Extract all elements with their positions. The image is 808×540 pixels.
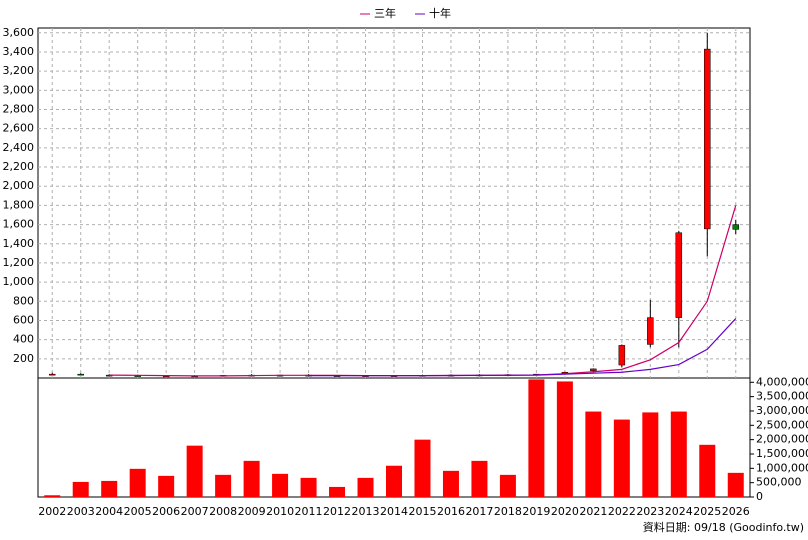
- candle-body: [590, 368, 597, 372]
- y-tick-label: 4,000,000: [756, 375, 808, 388]
- y-tick-label: 400: [13, 333, 34, 346]
- x-tick-label: 2015: [408, 505, 436, 518]
- y-tick-label: 1,000: [3, 275, 35, 288]
- legend-label: 三年: [374, 6, 396, 20]
- y-tick-label: 3,500,000: [756, 390, 808, 403]
- bar: [72, 481, 89, 497]
- y-tick-label: 1,800: [3, 198, 35, 211]
- x-tick-label: 2005: [124, 505, 152, 518]
- ma-line: [308, 318, 737, 377]
- x-tick-label: 2008: [209, 505, 237, 518]
- bar: [243, 460, 260, 497]
- x-tick-label: 2022: [608, 505, 636, 518]
- bar: [158, 475, 175, 497]
- x-tick-label: 2026: [722, 505, 750, 518]
- candle-body: [675, 232, 683, 318]
- bar: [329, 486, 346, 497]
- y-tick-label: 1,500,000: [756, 447, 808, 460]
- bar: [613, 419, 630, 497]
- legend-label: 十年: [429, 6, 451, 20]
- y-tick-label: 1,400: [3, 237, 35, 250]
- x-tick-label: 2024: [665, 505, 693, 518]
- bar: [556, 381, 573, 497]
- y-tick-label: 2,000: [3, 179, 35, 192]
- y-tick-label: 3,200: [3, 64, 35, 77]
- x-tick-label: 2014: [380, 505, 408, 518]
- bar: [442, 470, 459, 497]
- y-tick-label: 500,000: [756, 476, 802, 489]
- bar: [272, 473, 289, 497]
- x-tick-label: 2010: [266, 505, 294, 518]
- x-tick-label: 2018: [494, 505, 522, 518]
- x-tick-label: 2011: [295, 505, 323, 518]
- y-tick-label: 3,600: [3, 26, 35, 39]
- y-tick-label: 2,400: [3, 141, 35, 154]
- x-tick-label: 2007: [181, 505, 209, 518]
- x-tick-label: 2002: [38, 505, 66, 518]
- candle-body: [48, 373, 56, 376]
- candle-body: [704, 48, 711, 230]
- y-tick-label: 2,800: [3, 103, 35, 116]
- y-tick-label: 2,500,000: [756, 418, 808, 431]
- bar: [499, 474, 516, 497]
- x-tick-label: 2006: [152, 505, 180, 518]
- bar: [585, 411, 602, 497]
- y-tick-label: 2,200: [3, 160, 35, 173]
- bar: [670, 411, 687, 497]
- bar: [727, 472, 744, 497]
- y-tick-label: 800: [13, 294, 34, 307]
- y-tick-label: 0: [756, 490, 763, 503]
- bar: [699, 444, 716, 497]
- y-tick-label: 3,400: [3, 45, 35, 58]
- bar: [215, 474, 232, 497]
- bar: [300, 477, 317, 497]
- y-tick-label: 3,000: [3, 83, 35, 96]
- y-tick-label: 1,200: [3, 256, 35, 269]
- bar: [471, 460, 488, 497]
- x-tick-label: 2020: [551, 505, 579, 518]
- x-tick-label: 2004: [95, 505, 123, 518]
- y-tick-label: 200: [13, 352, 34, 365]
- x-tick-label: 2021: [579, 505, 607, 518]
- candle-body: [77, 373, 84, 376]
- bar: [386, 465, 402, 497]
- x-tick-label: 2023: [636, 505, 664, 518]
- y-tick-label: 1,600: [3, 218, 35, 231]
- candle-body: [647, 317, 654, 345]
- footnote: 資料日期: 09/18 (Goodinfo.tw): [643, 520, 804, 534]
- bar: [642, 412, 659, 497]
- ma-line: [109, 205, 737, 377]
- bar: [528, 379, 545, 497]
- bar: [129, 468, 146, 497]
- y-tick-label: 3,000,000: [756, 404, 808, 417]
- bar: [101, 480, 118, 497]
- y-tick-label: 2,600: [3, 122, 35, 135]
- x-tick-label: 2009: [238, 505, 266, 518]
- bar: [44, 495, 61, 497]
- x-tick-label: 2016: [437, 505, 465, 518]
- y-tick-label: 1,000,000: [756, 461, 808, 474]
- bar: [357, 477, 374, 497]
- y-tick-label: 2,000,000: [756, 433, 808, 446]
- candle-body: [618, 345, 626, 366]
- x-tick-label: 2019: [522, 505, 550, 518]
- x-tick-label: 2025: [693, 505, 721, 518]
- x-tick-label: 2017: [465, 505, 493, 518]
- x-tick-label: 2013: [352, 505, 380, 518]
- candle-body: [732, 224, 740, 230]
- bar: [186, 445, 203, 497]
- x-tick-label: 2003: [67, 505, 95, 518]
- bar: [414, 439, 431, 497]
- x-tick-label: 2012: [323, 505, 351, 518]
- y-tick-label: 600: [13, 313, 34, 326]
